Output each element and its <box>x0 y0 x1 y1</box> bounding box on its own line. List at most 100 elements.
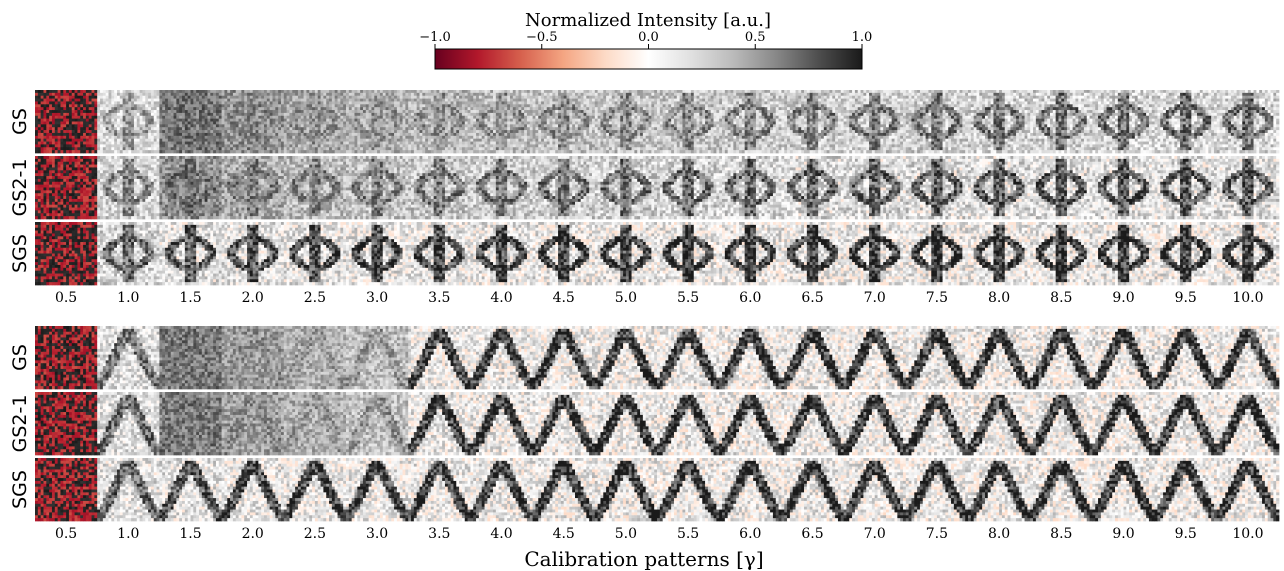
heatmap-cell <box>657 90 720 153</box>
row-label: GS <box>9 344 31 371</box>
heatmap-cell <box>906 392 969 455</box>
heatmap-cell <box>844 458 907 521</box>
column-tick-label: 6.0 <box>739 290 761 306</box>
heatmap-cell <box>781 326 844 389</box>
heatmap-cell <box>906 90 969 153</box>
colorbar-gradient <box>435 49 862 69</box>
column-tick-label: 8.5 <box>1050 526 1072 542</box>
heatmap-cell <box>97 90 160 153</box>
heatmap-cell <box>35 392 98 455</box>
x-axis-label: Calibration patterns [γ] <box>524 547 763 571</box>
column-tick-label: 7.5 <box>926 526 948 542</box>
column-tick-label: 9.5 <box>1175 290 1197 306</box>
heatmap-cell <box>968 458 1031 521</box>
column-tick-label: 4.5 <box>553 526 575 542</box>
heatmap-cell <box>97 222 160 285</box>
heatmap-cell <box>906 458 969 521</box>
heatmap-cell <box>719 90 782 153</box>
column-tick-label: 5.5 <box>677 526 699 542</box>
heatmap-cell <box>97 458 160 521</box>
heatmap-cell <box>595 222 658 285</box>
column-tick-label: 5.5 <box>677 290 699 306</box>
heatmap-cell <box>222 392 285 455</box>
heatmap-cell <box>719 156 782 219</box>
heatmap-cell <box>1092 222 1155 285</box>
heatmap-cell <box>906 222 969 285</box>
column-tick-label: 5.0 <box>615 290 637 306</box>
heatmap-cell <box>470 90 533 153</box>
heatmap-cell <box>159 156 222 219</box>
column-tick-label: 3.5 <box>428 290 450 306</box>
heatmap-cell <box>968 156 1031 219</box>
heatmap-cell <box>1030 326 1093 389</box>
heatmap-cell <box>844 222 907 285</box>
heatmap-cell <box>470 392 533 455</box>
heatmap-cell <box>781 90 844 153</box>
heatmap-cell <box>968 392 1031 455</box>
heatmap-cell <box>159 458 222 521</box>
column-tick-label: 8.0 <box>988 290 1010 306</box>
heatmap-cell <box>284 90 347 153</box>
heatmap-cell <box>719 458 782 521</box>
heatmap-cell <box>408 222 471 285</box>
heatmap-cell <box>222 458 285 521</box>
colorbar-label: Normalized Intensity [a.u.] <box>525 10 771 31</box>
row-label: SGS <box>9 234 31 273</box>
heatmap-cell <box>284 156 347 219</box>
column-tick-label: 2.0 <box>242 290 264 306</box>
colorbar-ticks: −1.0 −0.5 0.0 0.5 1.0 <box>419 30 872 49</box>
colorbar: Normalized Intensity [a.u.] −1.0 −0.5 0.0 0… <box>419 10 872 69</box>
column-tick-label: 0.5 <box>55 290 77 306</box>
heatmap-cell <box>1155 222 1218 285</box>
heatmap-cell <box>781 392 844 455</box>
heatmap-cell <box>1092 90 1155 153</box>
heatmap-cell <box>346 392 409 455</box>
column-tick-label: 8.5 <box>1050 290 1072 306</box>
heatmap-cell <box>968 222 1031 285</box>
heatmap-cell <box>533 90 596 153</box>
heatmap-cell <box>346 90 409 153</box>
heatmap-cell <box>97 326 160 389</box>
heatmap-cell <box>1030 392 1093 455</box>
heatmap-cell <box>1217 222 1280 285</box>
heatmap-cell <box>35 458 98 521</box>
heatmap-cell <box>657 156 720 219</box>
heatmap-cell <box>781 156 844 219</box>
colorbar-tick-label: 1.0 <box>852 30 873 45</box>
heatmap-cell <box>470 326 533 389</box>
heatmap-cell <box>1155 90 1218 153</box>
column-tick-label: 7.5 <box>926 290 948 306</box>
heatmap-cell <box>159 326 222 389</box>
column-tick-label: 7.0 <box>864 290 886 306</box>
column-tick-label: 1.0 <box>117 526 139 542</box>
colorbar-tick-label: 0.0 <box>638 30 659 45</box>
column-tick-label: 1.5 <box>179 290 201 306</box>
heatmap-cell <box>595 90 658 153</box>
row-label: GS2-1 <box>9 159 31 217</box>
heatmap-cell <box>968 326 1031 389</box>
heatmap-cell <box>284 222 347 285</box>
heatmap-cell <box>1092 156 1155 219</box>
heatmap-cell <box>719 392 782 455</box>
heatmap-cell <box>1217 392 1280 455</box>
heatmap-cell <box>1155 326 1218 389</box>
heatmap-cell <box>222 326 285 389</box>
column-tick-label: 4.5 <box>553 290 575 306</box>
column-tick-label: 3.5 <box>428 526 450 542</box>
heatmap-cell <box>346 156 409 219</box>
heatmap-cell <box>35 156 98 219</box>
column-tick-label: 3.0 <box>366 526 388 542</box>
heatmap-cell <box>595 156 658 219</box>
column-tick-label: 6.0 <box>739 526 761 542</box>
heatmap-cell <box>781 222 844 285</box>
column-tick-label: 2.5 <box>304 290 326 306</box>
heatmap-cell <box>1092 326 1155 389</box>
heatmap-cell <box>844 392 907 455</box>
column-tick-label: 1.5 <box>179 526 201 542</box>
heatmap-cell <box>35 222 98 285</box>
column-tick-label: 9.5 <box>1175 526 1197 542</box>
heatmap-cell <box>1217 458 1280 521</box>
